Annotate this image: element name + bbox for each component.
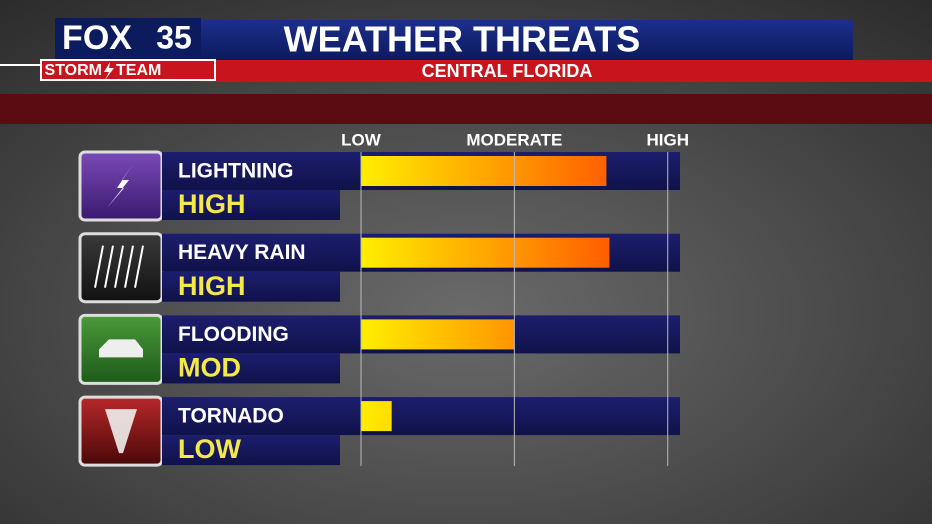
x-tick-label: HIGH — [646, 130, 689, 149]
label-bar — [162, 233, 361, 272]
value-label: HIGH — [178, 271, 246, 301]
rule — [0, 64, 40, 66]
category-label: FLOODING — [178, 323, 289, 346]
bar — [361, 401, 392, 432]
icon-glyph — [124, 245, 134, 288]
label-bar — [162, 152, 361, 190]
chart-subtitle: CENTRAL FLORIDA — [422, 61, 593, 81]
icon-glyph — [104, 245, 114, 288]
channel: 35 — [156, 19, 192, 55]
level-bar — [162, 353, 340, 384]
icon-glyph — [105, 409, 137, 454]
label-bar — [162, 315, 361, 354]
value-label: HIGH — [178, 189, 246, 219]
title-bar — [200, 20, 853, 60]
bar — [361, 156, 607, 186]
label-bar — [162, 397, 361, 436]
brand: FOX — [62, 19, 132, 57]
team-box — [40, 59, 216, 81]
level-bar — [162, 271, 340, 302]
bar — [361, 237, 610, 268]
value-label: LOW — [178, 434, 241, 464]
icon — [78, 232, 164, 304]
chart-title: WEATHER THREATS — [284, 19, 641, 60]
icon-glyph — [107, 164, 133, 208]
x-tick-label: LOW — [341, 130, 382, 149]
x-tick-label: MODERATE — [466, 130, 562, 149]
icon-glyph — [94, 245, 104, 288]
icon-glyph — [114, 245, 124, 288]
band — [0, 94, 932, 124]
logo-box — [55, 18, 201, 60]
team-text: STORM — [45, 62, 102, 79]
bolt — [104, 62, 114, 80]
bar-track — [361, 397, 680, 436]
team-text: TEAM — [116, 62, 161, 79]
subtitle-bar — [200, 60, 932, 82]
icon-glyph — [134, 245, 144, 288]
icon-glyph — [99, 339, 143, 358]
category-label: LIGHTNING — [178, 160, 294, 183]
level-bar — [162, 435, 340, 466]
level-bar — [162, 190, 340, 220]
value-label: MOD — [178, 353, 241, 383]
bar — [361, 319, 515, 350]
category-label: TORNADO — [178, 405, 284, 428]
category-label: HEAVY RAIN — [178, 241, 306, 264]
